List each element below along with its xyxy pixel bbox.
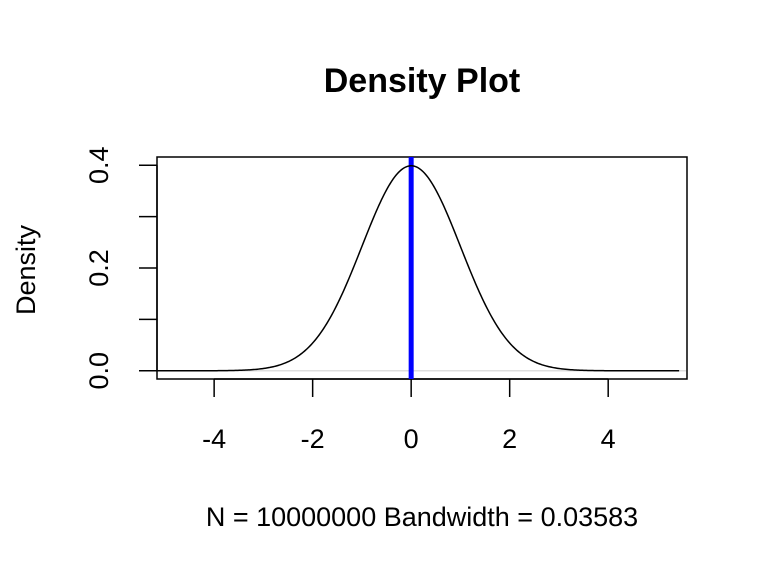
x-tick-label: 0 [404, 424, 419, 454]
y-tick-label: 0.4 [84, 146, 114, 184]
x-tick-label: 4 [601, 424, 616, 454]
x-tick-label: -2 [301, 424, 325, 454]
density-curve [157, 165, 680, 372]
x-axis: -4 -2 0 2 4 [202, 378, 616, 454]
x-tick-label: 2 [502, 424, 517, 454]
y-tick-label: 0.2 [84, 249, 114, 287]
x-axis-label: N = 10000000 Bandwidth = 0.03583 [206, 502, 638, 532]
reference-lines [158, 157, 686, 379]
chart-title: Density Plot [324, 62, 520, 100]
y-axis: 0.0 0.2 0.4 [84, 146, 158, 390]
plot-frame [156, 156, 688, 380]
y-axis-label: Density [11, 224, 41, 315]
x-tick-label: -4 [202, 424, 226, 454]
y-tick-label: 0.0 [84, 352, 114, 390]
series-layer [157, 165, 680, 372]
